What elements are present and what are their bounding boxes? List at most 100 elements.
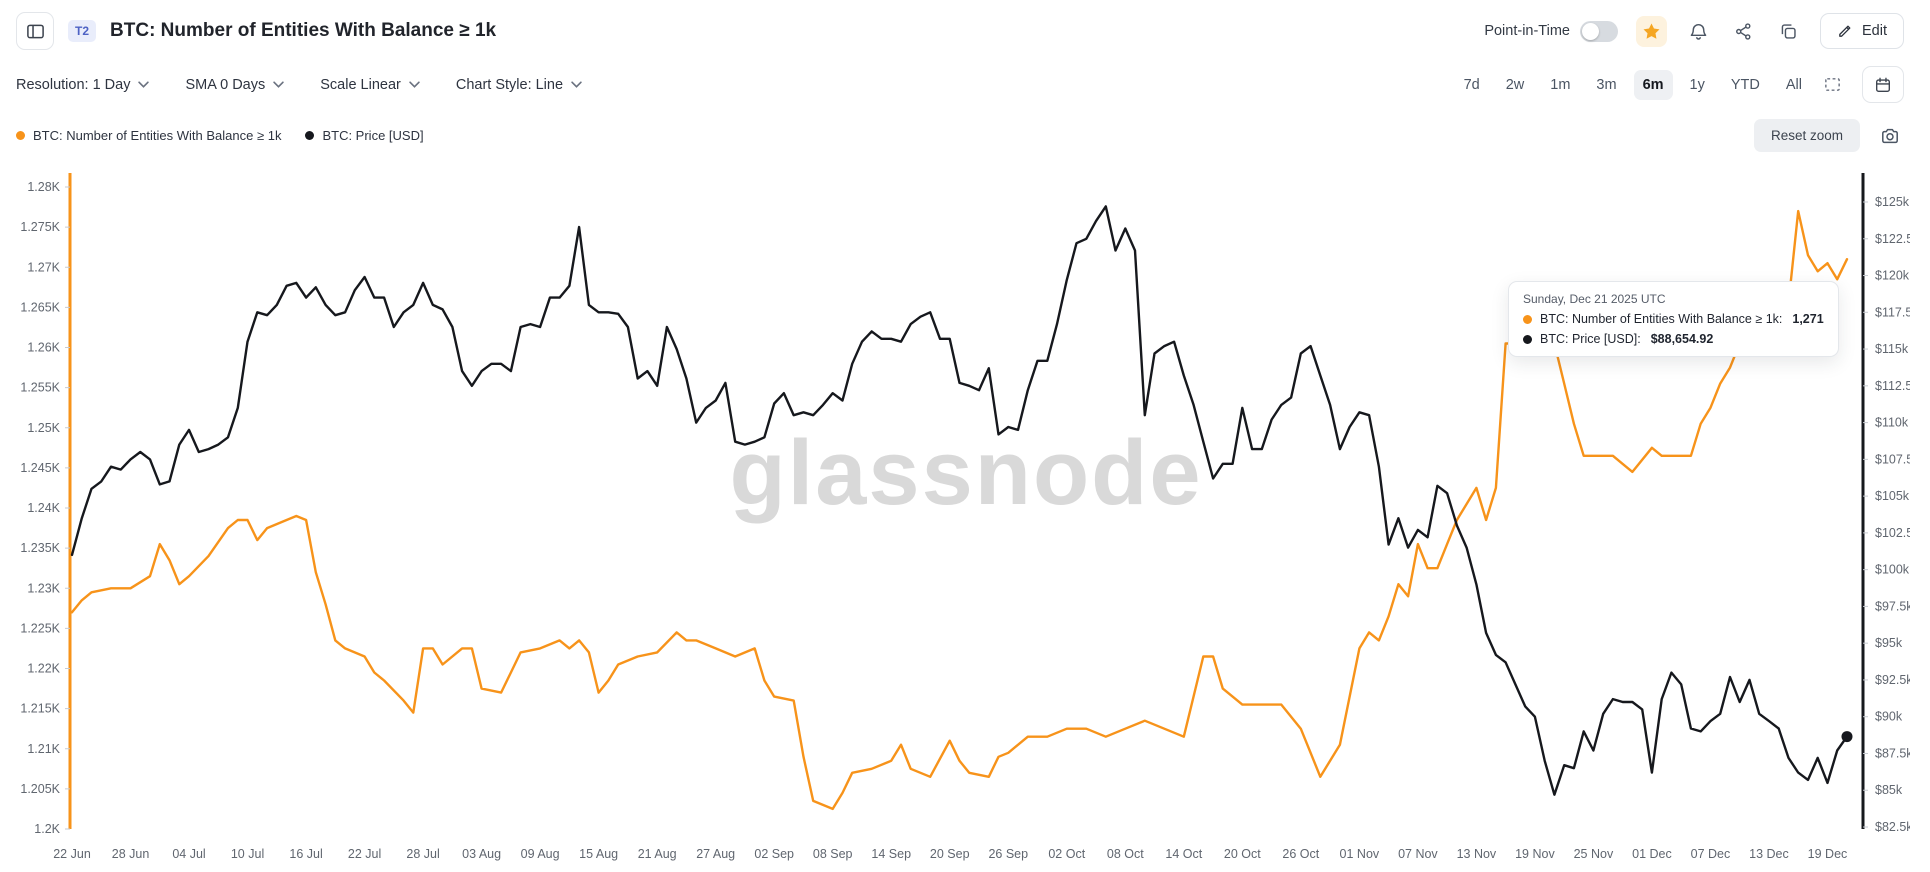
price-series-line [70, 205, 1849, 796]
legend-item-price[interactable]: BTC: Price [USD] [305, 128, 424, 143]
right-axis-tick-label: $115k [1875, 342, 1909, 356]
left-axis-tick-label: 1.245K [20, 461, 60, 475]
x-axis-tick-label: 20 Oct [1224, 847, 1261, 861]
range-6m[interactable]: 6m [1633, 69, 1673, 100]
camera-icon [1880, 126, 1900, 146]
x-axis-tick-label: 04 Jul [172, 847, 205, 861]
screenshot-button[interactable] [1876, 122, 1904, 150]
left-axis-tick-label: 1.215K [20, 702, 60, 716]
x-axis-tick-label: 13 Nov [1457, 847, 1497, 861]
left-axis-tick-label: 1.27K [27, 260, 60, 274]
x-axis-tick-label: 14 Sep [871, 847, 911, 861]
tooltip-label-entities: BTC: Number of Entities With Balance ≥ 1… [1540, 312, 1783, 326]
left-axis-tick-label: 1.205K [20, 782, 60, 796]
right-axis-tick-label: $97.5k [1875, 599, 1910, 613]
duplicate-button[interactable] [1775, 18, 1802, 45]
left-axis-tick-label: 1.265K [20, 300, 60, 314]
share-icon [1734, 22, 1753, 41]
right-axis-tick-label: $85k [1875, 783, 1903, 797]
range-all[interactable]: All [1777, 70, 1811, 100]
left-axis-tick-label: 1.255K [20, 381, 60, 395]
toggle-knob [1582, 22, 1599, 40]
share-button[interactable] [1730, 18, 1757, 45]
x-axis-tick-label: 10 Jul [231, 847, 264, 861]
notifications-button[interactable] [1685, 18, 1712, 45]
date-range-button[interactable] [1862, 66, 1904, 103]
x-axis-tick-label: 21 Aug [638, 847, 677, 861]
left-axis-tick-label: 1.24K [27, 501, 60, 515]
scale-dropdown[interactable]: Scale Linear [320, 77, 420, 93]
range-1m[interactable]: 1m [1541, 70, 1579, 100]
chart-style-dropdown-label: Chart Style: Line [455, 76, 564, 93]
left-axis-tick-label: 1.22K [27, 662, 60, 676]
left-axis-tick-label: 1.2K [34, 822, 60, 836]
glassnode-watermark: glassnode [729, 422, 1202, 524]
copy-icon [1779, 22, 1798, 41]
page-title: BTC: Number of Entities With Balance ≥ 1… [110, 20, 497, 41]
x-axis-tick-label: 01 Nov [1340, 847, 1380, 861]
x-axis-tick-label: 28 Jun [112, 847, 150, 861]
left-axis-tick-label: 1.26K [27, 341, 60, 355]
resolution-dropdown[interactable]: Resolution: 1 Day [16, 76, 150, 93]
chart-style-dropdown[interactable]: Chart Style: Line [456, 77, 582, 93]
legend-label-price: BTC: Price [USD] [322, 128, 424, 143]
favorite-button[interactable] [1636, 15, 1667, 47]
right-axis-tick-label: $122.5k [1875, 232, 1910, 246]
chart-area[interactable]: glassnode 1.28K 1.275K 1.27K 1.265K 1.26K 1.25… [20, 152, 1910, 872]
tooltip-dot-price [1523, 334, 1532, 344]
tooltip-value-entities: 1,271 [1792, 312, 1824, 326]
x-axis-tick-label: 15 Aug [579, 847, 618, 861]
point-in-time-toggle[interactable] [1580, 20, 1618, 42]
x-axis-tick-label: 14 Oct [1165, 847, 1202, 861]
x-axis-tick-label: 25 Nov [1574, 847, 1614, 861]
x-axis-tick-label: 19 Dec [1808, 847, 1848, 861]
legend-dot-entities [16, 131, 25, 140]
right-axis-tick-label: $105k [1875, 489, 1910, 503]
point-in-time-label: Point-in-Time [1484, 23, 1570, 39]
header: T2 BTC: Number of Entities With Balance … [0, 0, 1930, 52]
chart-tooltip: Sunday, Dec 21 2025 UTC BTC: Number of E… [1508, 281, 1839, 357]
chart-controls: Resolution: 1 Day SMA 0 Days Scale Linea… [0, 52, 1930, 103]
x-axis-tick-label: 19 Nov [1515, 847, 1555, 861]
range-1y[interactable]: 1y [1681, 70, 1714, 100]
right-axis-tick-label: $112.5k [1875, 379, 1910, 393]
chevron-down-icon [571, 81, 582, 88]
chevron-down-icon [273, 81, 284, 88]
x-axis-tick-label: 26 Oct [1282, 847, 1319, 861]
marquee-zoom-icon [1823, 75, 1842, 94]
tooltip-row-price: BTC: Price [USD]: $88,654.92 [1523, 332, 1824, 346]
edit-button[interactable]: Edit [1820, 13, 1904, 49]
right-axis-tick-label: $107.5k [1875, 452, 1910, 466]
right-axis-tick-label: $110k [1875, 416, 1909, 430]
x-axis-tick-label: 01 Dec [1632, 847, 1672, 861]
zoom-selection-button[interactable] [1819, 71, 1846, 98]
legend-label-entities: BTC: Number of Entities With Balance ≥ 1… [33, 128, 282, 143]
x-axis-tick-label: 08 Oct [1107, 847, 1144, 861]
left-axis-tick-label: 1.23K [27, 581, 60, 595]
range-3m[interactable]: 3m [1587, 70, 1625, 100]
right-axis-tick-label: $100k [1875, 563, 1910, 577]
legend-row: BTC: Number of Entities With Balance ≥ 1… [0, 103, 1930, 152]
tooltip-row-entities: BTC: Number of Entities With Balance ≥ 1… [1523, 312, 1824, 326]
reset-zoom-button[interactable]: Reset zoom [1753, 119, 1860, 152]
right-axis-tick-label: $117.5k [1875, 305, 1910, 319]
entities-series-line [70, 209, 1849, 811]
chevron-down-icon [138, 81, 150, 88]
range-7d[interactable]: 7d [1455, 70, 1489, 100]
resolution-dropdown-label: Resolution: 1 Day [16, 76, 131, 93]
sidebar-toggle-button[interactable] [16, 12, 54, 50]
x-axis-tick-label: 22 Jun [53, 847, 91, 861]
chart-canvas[interactable]: glassnode 1.28K 1.275K 1.27K 1.265K 1.26K 1.25… [20, 152, 1910, 872]
left-axis-tick-label: 1.235K [20, 541, 60, 555]
range-ytd[interactable]: YTD [1722, 70, 1769, 100]
range-2w[interactable]: 2w [1497, 70, 1534, 100]
sma-dropdown[interactable]: SMA 0 Days [185, 77, 284, 93]
x-axis-tick-label: 28 Jul [406, 847, 439, 861]
right-axis-tick-label: $102.5k [1875, 526, 1910, 540]
x-axis-tick-label: 13 Dec [1749, 847, 1789, 861]
right-axis-tick-label: $82.5k [1875, 820, 1910, 834]
right-axis-tick-label: $125k [1875, 195, 1910, 209]
x-axis-tick-label: 09 Aug [521, 847, 560, 861]
legend-item-entities[interactable]: BTC: Number of Entities With Balance ≥ 1… [16, 128, 281, 143]
x-axis-tick-label: 16 Jul [289, 847, 322, 861]
